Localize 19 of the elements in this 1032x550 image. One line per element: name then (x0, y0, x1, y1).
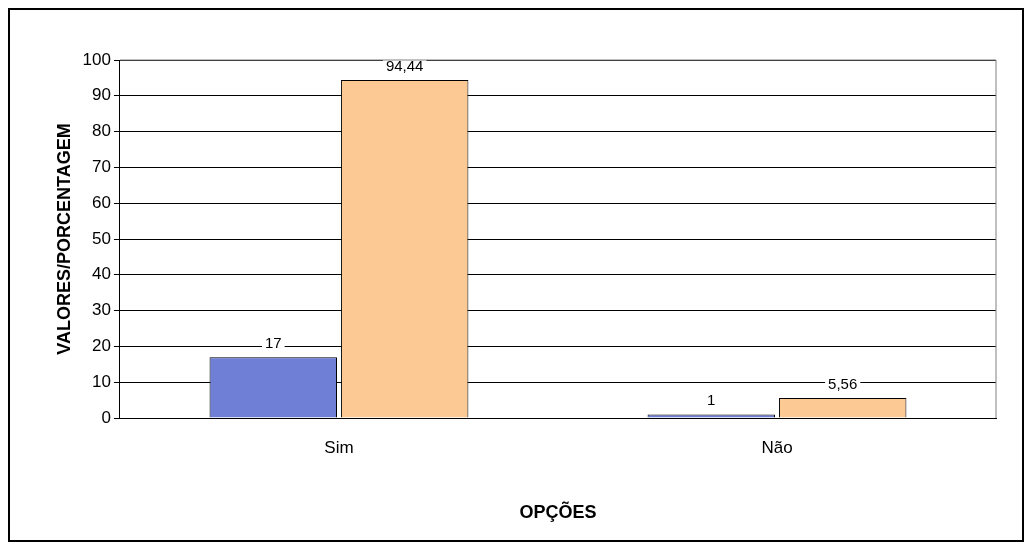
y-tick-label: 100 (82, 49, 111, 69)
data-label: 17 (264, 333, 282, 351)
y-tick-label: 90 (92, 85, 111, 105)
data-label: 5,56 (828, 374, 858, 392)
y-tick-label: 50 (92, 228, 111, 248)
y-tick-label: 80 (92, 121, 111, 141)
data-label: 1 (707, 391, 716, 409)
x-tick-label: Sim (324, 437, 354, 457)
y-tick-label: 0 (101, 407, 111, 427)
y-tick-label: 30 (92, 300, 111, 320)
x-tick-label: Não (761, 437, 793, 457)
x-axis-title: OPÇÕES (519, 501, 597, 523)
y-tick-label: 20 (92, 336, 111, 356)
y-axis-title: VALORES/PORCENTAGEM (53, 123, 74, 355)
data-label: 94,44 (385, 56, 424, 74)
y-tick-label: 60 (92, 192, 111, 212)
y-tick-label: 70 (92, 157, 111, 177)
y-tick-label: 10 (92, 371, 111, 391)
y-tick-label: 40 (92, 264, 111, 284)
